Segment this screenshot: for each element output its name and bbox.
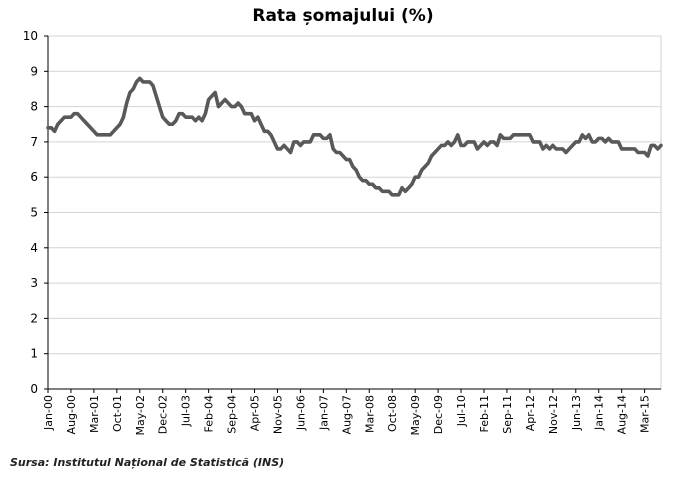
x-tick-label: Mar-15 [639, 395, 652, 433]
y-tick-label: 3 [30, 276, 38, 290]
x-tick-label: Jul-03 [180, 395, 193, 427]
x-tick-label: Sep-04 [226, 395, 239, 434]
x-tick-label: Jun-06 [294, 395, 307, 431]
y-tick-label: 5 [30, 206, 38, 220]
grid-lines [47, 35, 662, 390]
x-tick-label: Mar-08 [363, 395, 376, 433]
x-tick-label: Nov-12 [547, 395, 560, 434]
x-tick-label: Dec-09 [432, 395, 445, 434]
x-tick-label: Aug-07 [340, 395, 353, 434]
y-tick-label: 6 [30, 170, 38, 184]
y-tick-label: 9 [30, 64, 38, 78]
x-tick-label: Feb-11 [478, 395, 491, 432]
y-tick-label: 7 [30, 135, 38, 149]
x-tick-label: Mar-01 [88, 395, 101, 433]
y-tick-label: 4 [30, 241, 38, 255]
x-tick-label: May-02 [134, 395, 147, 436]
x-tick-label: May-09 [409, 395, 422, 436]
x-tick-label: Jan-00 [42, 395, 55, 431]
x-tick-label: Nov-05 [271, 395, 284, 434]
y-axis-tick-labels: 0 1 2 3 4 5 6 7 8 9 10 [23, 29, 38, 396]
x-tick-label: Jul-10 [455, 395, 468, 427]
x-tick-label: Jan-14 [593, 395, 606, 431]
x-tick-label: Jan-07 [317, 395, 330, 431]
source-note: Sursa: Institutul Național de Statistică… [10, 456, 285, 469]
x-tick-label: Sep-11 [501, 395, 514, 434]
x-tick-label: Jun-13 [570, 395, 583, 431]
y-tick-label: 0 [30, 382, 38, 396]
x-tick-label: Apr-05 [249, 395, 262, 431]
x-tick-label: Feb-04 [203, 395, 216, 432]
x-tick-label: Aug-14 [616, 395, 629, 434]
y-tick-label: 1 [30, 347, 38, 361]
x-tick-label: Oct-08 [386, 395, 399, 432]
chart-title: Rata șomajului (%) [252, 6, 434, 26]
series-layer [46, 76, 663, 197]
x-tick-label: Aug-00 [65, 395, 78, 434]
y-tick-label: 2 [30, 311, 38, 325]
x-tick-label: Oct-01 [111, 395, 124, 432]
y-tick-label: 8 [30, 100, 38, 114]
y-tick-label: 10 [23, 29, 38, 43]
x-tick-label: Apr-12 [524, 395, 537, 431]
axes [44, 35, 661, 393]
x-tick-label: Dec-02 [157, 395, 170, 434]
series-line [46, 76, 663, 197]
x-axis-tick-labels: Jan-00 Aug-00 Mar-01 Oct-01 May-02 Dec-02 Jul-… [42, 395, 652, 436]
